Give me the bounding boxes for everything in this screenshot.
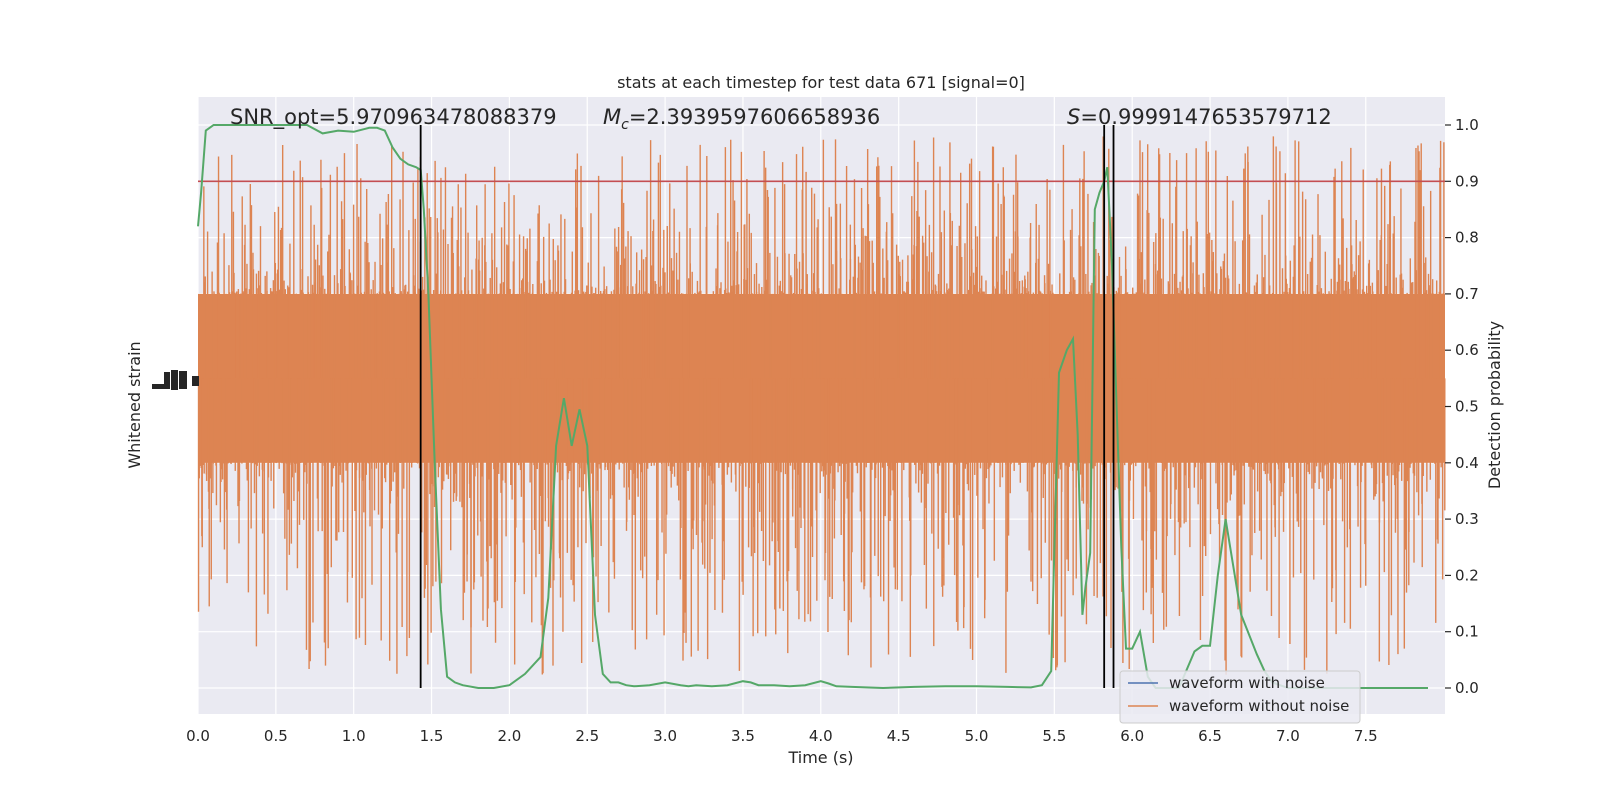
x-tick-label: 2.5 [575, 727, 599, 745]
chart-title: stats at each timestep for test data 671… [617, 73, 1025, 92]
event-markers [419, 125, 1115, 688]
x-axis-ticks: 0.0 0.5 1.0 1.5 2.0 2.5 3.0 3.5 4.0 4.5 5.0 5.5 6.0 6… [186, 727, 1378, 745]
strain-waveform-without-noise [197, 136, 1446, 675]
snr-annotation: SNR_opt=5.970963478088379 [230, 105, 557, 130]
y-tick-label: 0.6 [1455, 341, 1479, 359]
y-tick-label: 0.2 [1455, 566, 1479, 584]
x-tick-label: 1.5 [420, 727, 444, 745]
x-tick-label: 7.5 [1354, 727, 1378, 745]
left-y-axis-label: Whitened strain [125, 341, 144, 468]
y-tick-label: 1.0 [1455, 116, 1479, 134]
x-tick-label: 1.0 [342, 727, 366, 745]
legend-label-with-noise: waveform with noise [1169, 674, 1325, 692]
legend-label-without-noise: waveform without noise [1169, 697, 1349, 715]
x-axis-label: Time (s) [787, 748, 853, 767]
y-tick-label: 0.4 [1455, 454, 1479, 472]
y-tick-label: 0.5 [1455, 398, 1479, 416]
significance-annotation: S=0.9999147653579712 [1067, 105, 1332, 129]
right-y-axis-ticks: 0.0 0.1 0.2 0.3 0.4 0.5 0.6 0.7 0.8 0.9 1.0 [1445, 116, 1479, 697]
x-tick-label: 4.0 [809, 727, 833, 745]
x-tick-label: 6.0 [1120, 727, 1144, 745]
left-axis-overlapping-ticks [152, 370, 199, 390]
x-tick-label: 0.5 [264, 727, 288, 745]
x-tick-label: 2.0 [497, 727, 521, 745]
legend-frame [1119, 670, 1361, 724]
x-tick-label: 6.5 [1198, 727, 1222, 745]
y-tick-label: 0.9 [1455, 172, 1479, 190]
right-y-axis-label: Detection probability [1485, 321, 1504, 489]
y-tick-label: 0.8 [1455, 229, 1479, 247]
x-tick-label: 5.0 [965, 727, 989, 745]
x-tick-label: 0.0 [186, 727, 210, 745]
x-tick-label: 7.0 [1276, 727, 1300, 745]
y-tick-label: 0.7 [1455, 285, 1479, 303]
y-tick-label: 0.1 [1455, 623, 1479, 641]
legend: waveform with noise waveform without noi… [1119, 670, 1361, 724]
x-tick-label: 3.0 [653, 727, 677, 745]
x-tick-label: 4.5 [887, 727, 911, 745]
chirp-mass-annotation: Mc=2.3939597606658936 [603, 105, 880, 133]
y-tick-label: 0.0 [1455, 679, 1479, 697]
x-tick-label: 5.5 [1042, 727, 1066, 745]
x-tick-label: 3.5 [731, 727, 755, 745]
y-tick-label: 0.3 [1455, 510, 1479, 528]
